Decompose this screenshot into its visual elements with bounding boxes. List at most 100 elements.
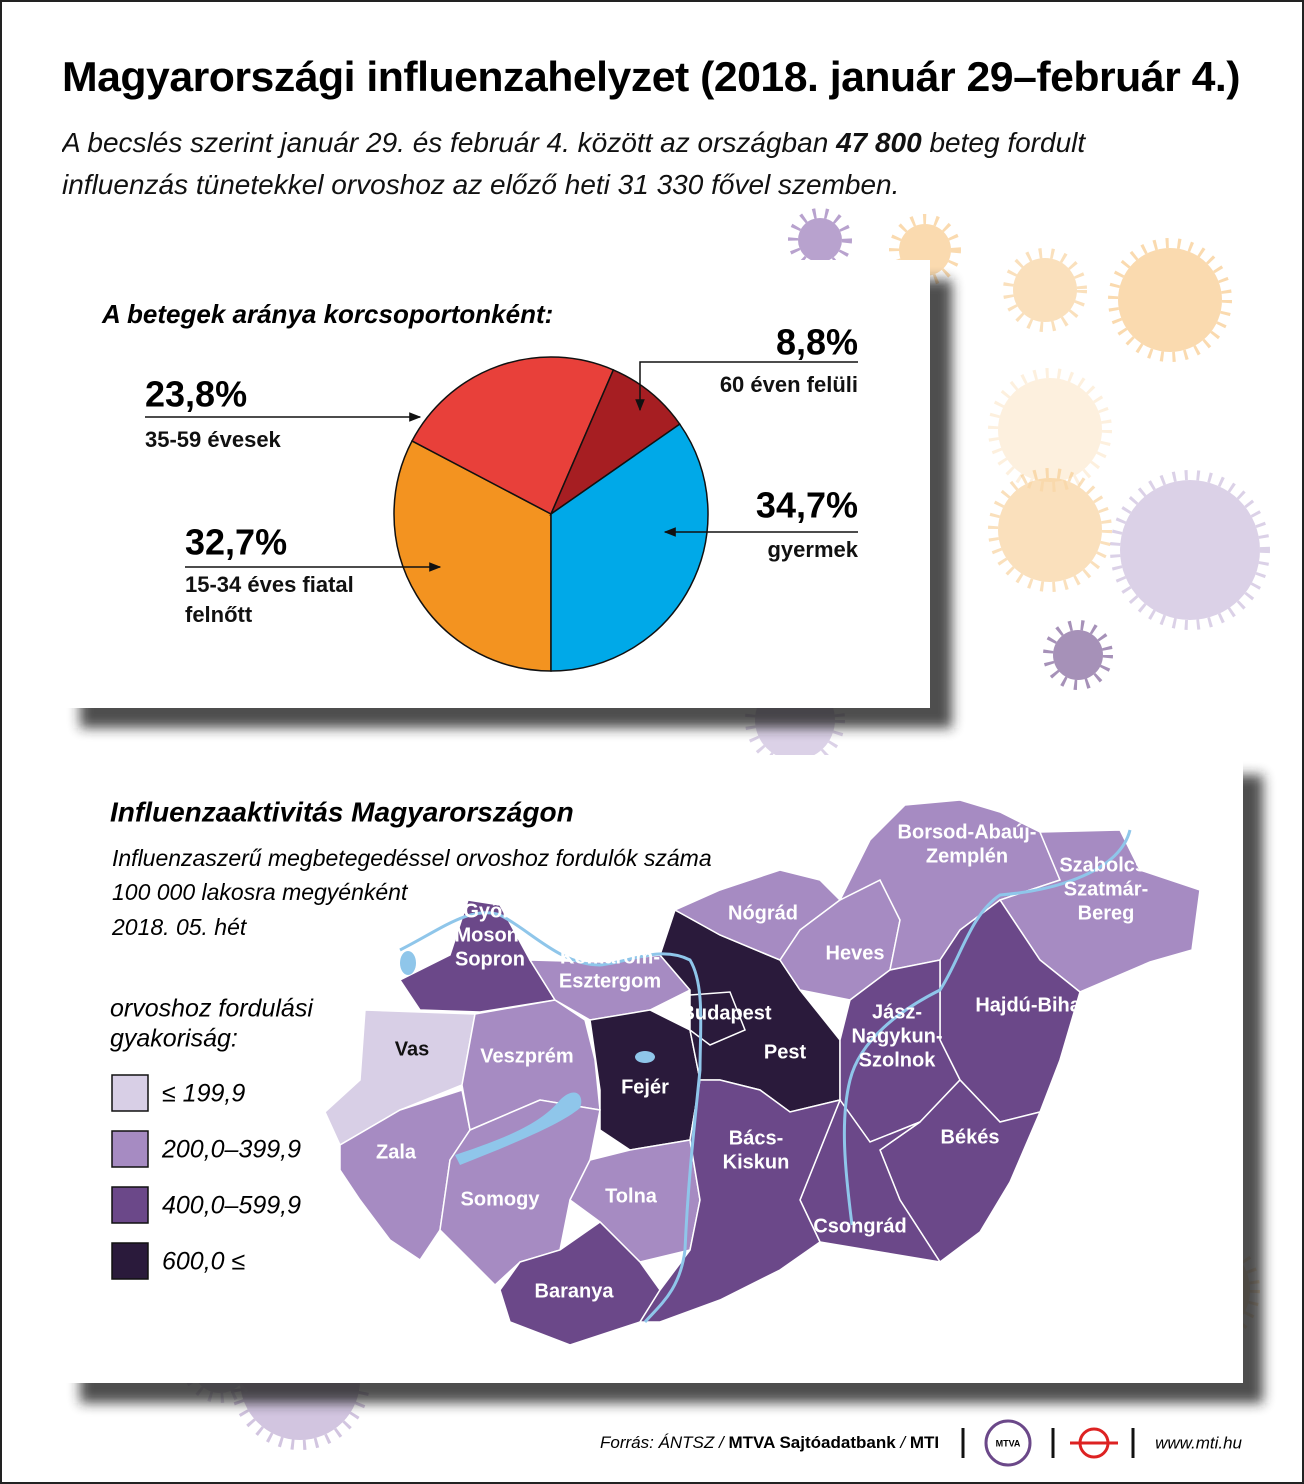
- category-label: gyermek: [767, 537, 858, 562]
- county-label: Jász-: [872, 1001, 922, 1023]
- url: www.mti.hu: [1155, 1433, 1242, 1452]
- county-label: Borsod-Abaúj-: [898, 821, 1037, 843]
- county-label: Békés: [941, 1126, 1000, 1148]
- category-box: 60 éven felüli: [719, 372, 858, 397]
- county-label: Bereg: [1078, 902, 1135, 924]
- county-label: Moson-: [454, 924, 525, 946]
- lake: [635, 1051, 655, 1063]
- county-label: Szatmár-: [1064, 878, 1148, 900]
- county-label: Budapest: [680, 1002, 771, 1024]
- county-label: Nógrád: [728, 902, 798, 924]
- county: [528, 954, 692, 1021]
- virus: [1120, 480, 1260, 620]
- legend-label: ≤ 199,9: [162, 1080, 245, 1108]
- legend: ≤ 199,9 200,0–399,9 400,0–599,9 600,0 ≤: [111, 1074, 301, 1280]
- county-label: Somogy: [461, 1188, 541, 1210]
- separator: /: [899, 1433, 907, 1452]
- county-label: Esztergom: [559, 970, 661, 992]
- virus-spikes: [988, 368, 1112, 492]
- legend-swatch: [111, 1242, 149, 1280]
- county-label: Komárom-: [560, 946, 660, 968]
- virus-spikes: [788, 208, 852, 272]
- lake: [455, 1092, 582, 1165]
- county-label: Pest: [764, 1041, 807, 1063]
- county-label: Sopron: [455, 948, 525, 970]
- value-label: 32,7%: [185, 522, 287, 563]
- virus: [998, 478, 1102, 582]
- river: [842, 829, 1132, 1226]
- map-title: Influenzaaktivitás Magyarországon: [110, 796, 574, 827]
- title: Magyarországi influenzahelyzet (2018. ja…: [62, 53, 1240, 100]
- category-label: 35-59 évesek: [145, 427, 281, 452]
- pie-slice: [549, 368, 681, 517]
- category-box: 15-34 éves fiatal felnőtt: [185, 572, 354, 627]
- county-label: Szolnok: [859, 1049, 937, 1071]
- county-label: Tolna: [605, 1185, 658, 1207]
- county-label: Hajdú-Bihar: [975, 994, 1089, 1016]
- legend-label: 200,0–399,9: [161, 1136, 301, 1164]
- county-label: Zala: [376, 1141, 417, 1163]
- legend-swatch: [111, 1186, 149, 1224]
- logo-text: MTVA: [996, 1438, 1021, 1448]
- category-box: 35-59 évesek: [145, 427, 281, 452]
- subtitle-text: beteg fordult influenzás tünetekkel orvo…: [62, 127, 1086, 200]
- virus: [1013, 258, 1077, 322]
- county-label: Fejér: [621, 1076, 669, 1098]
- county: [689, 991, 746, 1046]
- county-label: Győr-: [463, 900, 516, 922]
- pie-slice: [411, 356, 615, 516]
- county-label: Kiskun: [723, 1151, 790, 1173]
- category-box: gyermek: [767, 537, 858, 562]
- category-label: 60 éven felüli: [719, 372, 858, 397]
- river: [399, 911, 703, 1323]
- virus: [998, 378, 1102, 482]
- source: Forrás: ÁNTSZ / MTVA Sajtóadatbank / MTI: [600, 1433, 939, 1452]
- pie-slice: [550, 423, 709, 672]
- leader-line: [635, 361, 858, 412]
- county-label: Csongrád: [813, 1215, 906, 1237]
- county-label: Bács-: [729, 1127, 783, 1149]
- virus-spikes: [988, 468, 1112, 592]
- lake: [400, 951, 416, 975]
- legend-title: orvoshoz fordulási: [110, 995, 314, 1023]
- subtitle-text: A becslés szerint január 29. és február …: [62, 127, 829, 158]
- county-label: Baranya: [535, 1280, 615, 1302]
- pie: 32,7% 15-34 éves fiatal felnőtt 23,8% 35-59…: [145, 322, 858, 672]
- county-label: Szabolcs-: [1059, 854, 1152, 876]
- value-label: 23,8%: [145, 374, 247, 415]
- virus-spikes: [1003, 248, 1087, 332]
- agency: MTVA Sajtóadatbank: [728, 1433, 896, 1452]
- county-label: Heves: [826, 942, 885, 964]
- virus: [1118, 248, 1222, 352]
- value-label: 34,7%: [756, 485, 858, 526]
- map-subtitle: Influenzaszerű megbetegedéssel orvoshoz …: [112, 845, 712, 871]
- pie-title: A betegek aránya korcsoportonként:: [101, 299, 553, 329]
- virus: [1053, 630, 1103, 680]
- legend-title: gyakoriság:: [110, 1025, 238, 1053]
- virus: [798, 218, 842, 262]
- agency: MTI: [910, 1433, 939, 1452]
- legend-swatch: [111, 1130, 149, 1168]
- subtitle-bold: 47 800: [836, 127, 922, 158]
- subtitle: A becslés szerint január 29. és február …: [62, 122, 1192, 206]
- county-label: Veszprém: [480, 1045, 573, 1067]
- legend-label: 400,0–599,9: [162, 1192, 301, 1220]
- county-label: Zemplén: [926, 845, 1008, 867]
- county-label: Vas: [395, 1038, 429, 1060]
- logo: [984, 1419, 1032, 1467]
- legend-swatch: [111, 1074, 149, 1112]
- legend-label: 600,0 ≤: [162, 1248, 245, 1276]
- category-label: 15-34 éves fiatal felnőtt: [185, 572, 354, 627]
- source-text: Forrás: ÁNTSZ /: [600, 1433, 726, 1452]
- map-subtitle: 100 000 lakosra megyénként: [112, 879, 409, 905]
- county: [638, 1079, 842, 1323]
- pie-slice: [393, 439, 552, 672]
- subtitle-box: A becslés szerint január 29. és február …: [62, 122, 1192, 206]
- virus-spikes: [1043, 620, 1113, 690]
- virus-spikes: [1108, 238, 1232, 362]
- county-label: Nagykun-: [851, 1025, 942, 1047]
- value-label: 8,8%: [776, 322, 858, 363]
- map-subtitle: 2018. 05. hét: [111, 914, 248, 940]
- virus-spikes: [1110, 470, 1270, 630]
